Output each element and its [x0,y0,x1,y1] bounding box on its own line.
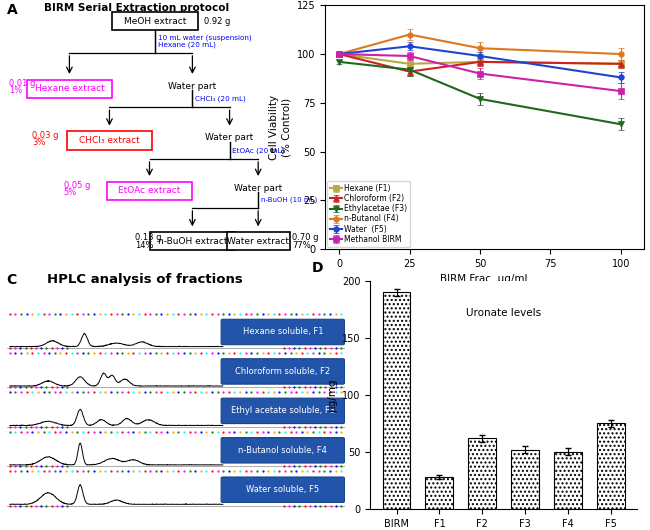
Y-axis label: Cell Viability
(% Control): Cell Viability (% Control) [270,95,291,160]
Bar [227,232,290,251]
Text: 0.13 g: 0.13 g [135,233,162,242]
Bar [27,80,112,98]
Text: Water part: Water part [234,184,282,192]
Y-axis label: μg/mg: μg/mg [327,378,337,412]
Text: 0.92 g: 0.92 g [204,17,230,25]
Bar [554,452,582,509]
Bar [6,471,344,508]
Text: Ethyl acetate soluble, F3: Ethyl acetate soluble, F3 [231,407,335,416]
Bar [597,423,625,509]
Bar [512,449,539,509]
Text: 5%: 5% [64,189,77,197]
Bar [6,314,344,350]
Text: EtOAc extract: EtOAc extract [118,187,181,195]
Bar [107,181,192,200]
Text: Water soluble, F5: Water soluble, F5 [246,485,319,494]
Text: Hexane soluble, F1: Hexane soluble, F1 [242,328,323,337]
Bar [469,438,496,509]
Text: 0.01 g: 0.01 g [9,79,36,88]
Text: 3%: 3% [32,138,46,147]
X-axis label: BIRM Frac. μg/ml: BIRM Frac. μg/ml [441,275,528,285]
Bar [150,232,235,251]
Bar [426,477,453,509]
FancyBboxPatch shape [221,398,344,423]
Text: HPLC analysis of fractions: HPLC analysis of fractions [47,273,243,286]
Text: 0.05 g: 0.05 g [64,181,90,190]
Bar [6,392,344,429]
Text: Chloroform soluble, F2: Chloroform soluble, F2 [235,367,330,376]
Text: Hexane extract: Hexane extract [34,84,104,93]
Text: n-BuOH extract: n-BuOH extract [158,237,227,245]
Text: Water part: Water part [168,82,216,91]
Text: 0.70 g: 0.70 g [292,233,319,242]
Bar [383,293,411,509]
FancyBboxPatch shape [221,438,344,463]
Bar [112,12,198,30]
FancyBboxPatch shape [221,477,344,502]
FancyBboxPatch shape [221,359,344,384]
Text: 10 mL water (suspension)
Hexane (20 mL): 10 mL water (suspension) Hexane (20 mL) [158,34,252,48]
Bar [6,432,344,469]
Text: 77%: 77% [292,241,311,250]
Bar [6,353,344,390]
Text: B: B [278,0,288,3]
Text: 0.03 g: 0.03 g [32,131,58,139]
Bar [66,131,152,150]
Text: C: C [6,273,17,287]
Text: Uronate levels: Uronate levels [466,308,541,318]
Text: D: D [312,261,323,275]
Text: n-BuOH (10 mL): n-BuOH (10 mL) [261,197,317,204]
Text: n-Butanol soluble, F4: n-Butanol soluble, F4 [239,446,327,455]
FancyBboxPatch shape [221,319,344,344]
Text: 14%: 14% [135,241,153,250]
Text: Water part: Water part [205,134,254,142]
Text: 1%: 1% [9,86,23,95]
Text: A: A [6,3,18,16]
Text: BIRM Serial Extraction protocol: BIRM Serial Extraction protocol [44,3,229,13]
Text: CHCl₃ extract: CHCl₃ extract [79,136,140,145]
Text: EtOAc (20 mL): EtOAc (20 mL) [233,147,285,154]
Text: CHCl₃ (20 mL): CHCl₃ (20 mL) [195,95,246,102]
Text: MeOH extract: MeOH extract [124,17,187,25]
Text: Water extract: Water extract [227,237,289,245]
Legend: Hexane (F1), Chloroform (F2), Ethylacetae (F3), n-Butanol (F4), Water  (F5), Met: Hexane (F1), Chloroform (F2), Ethylaceta… [328,181,410,247]
